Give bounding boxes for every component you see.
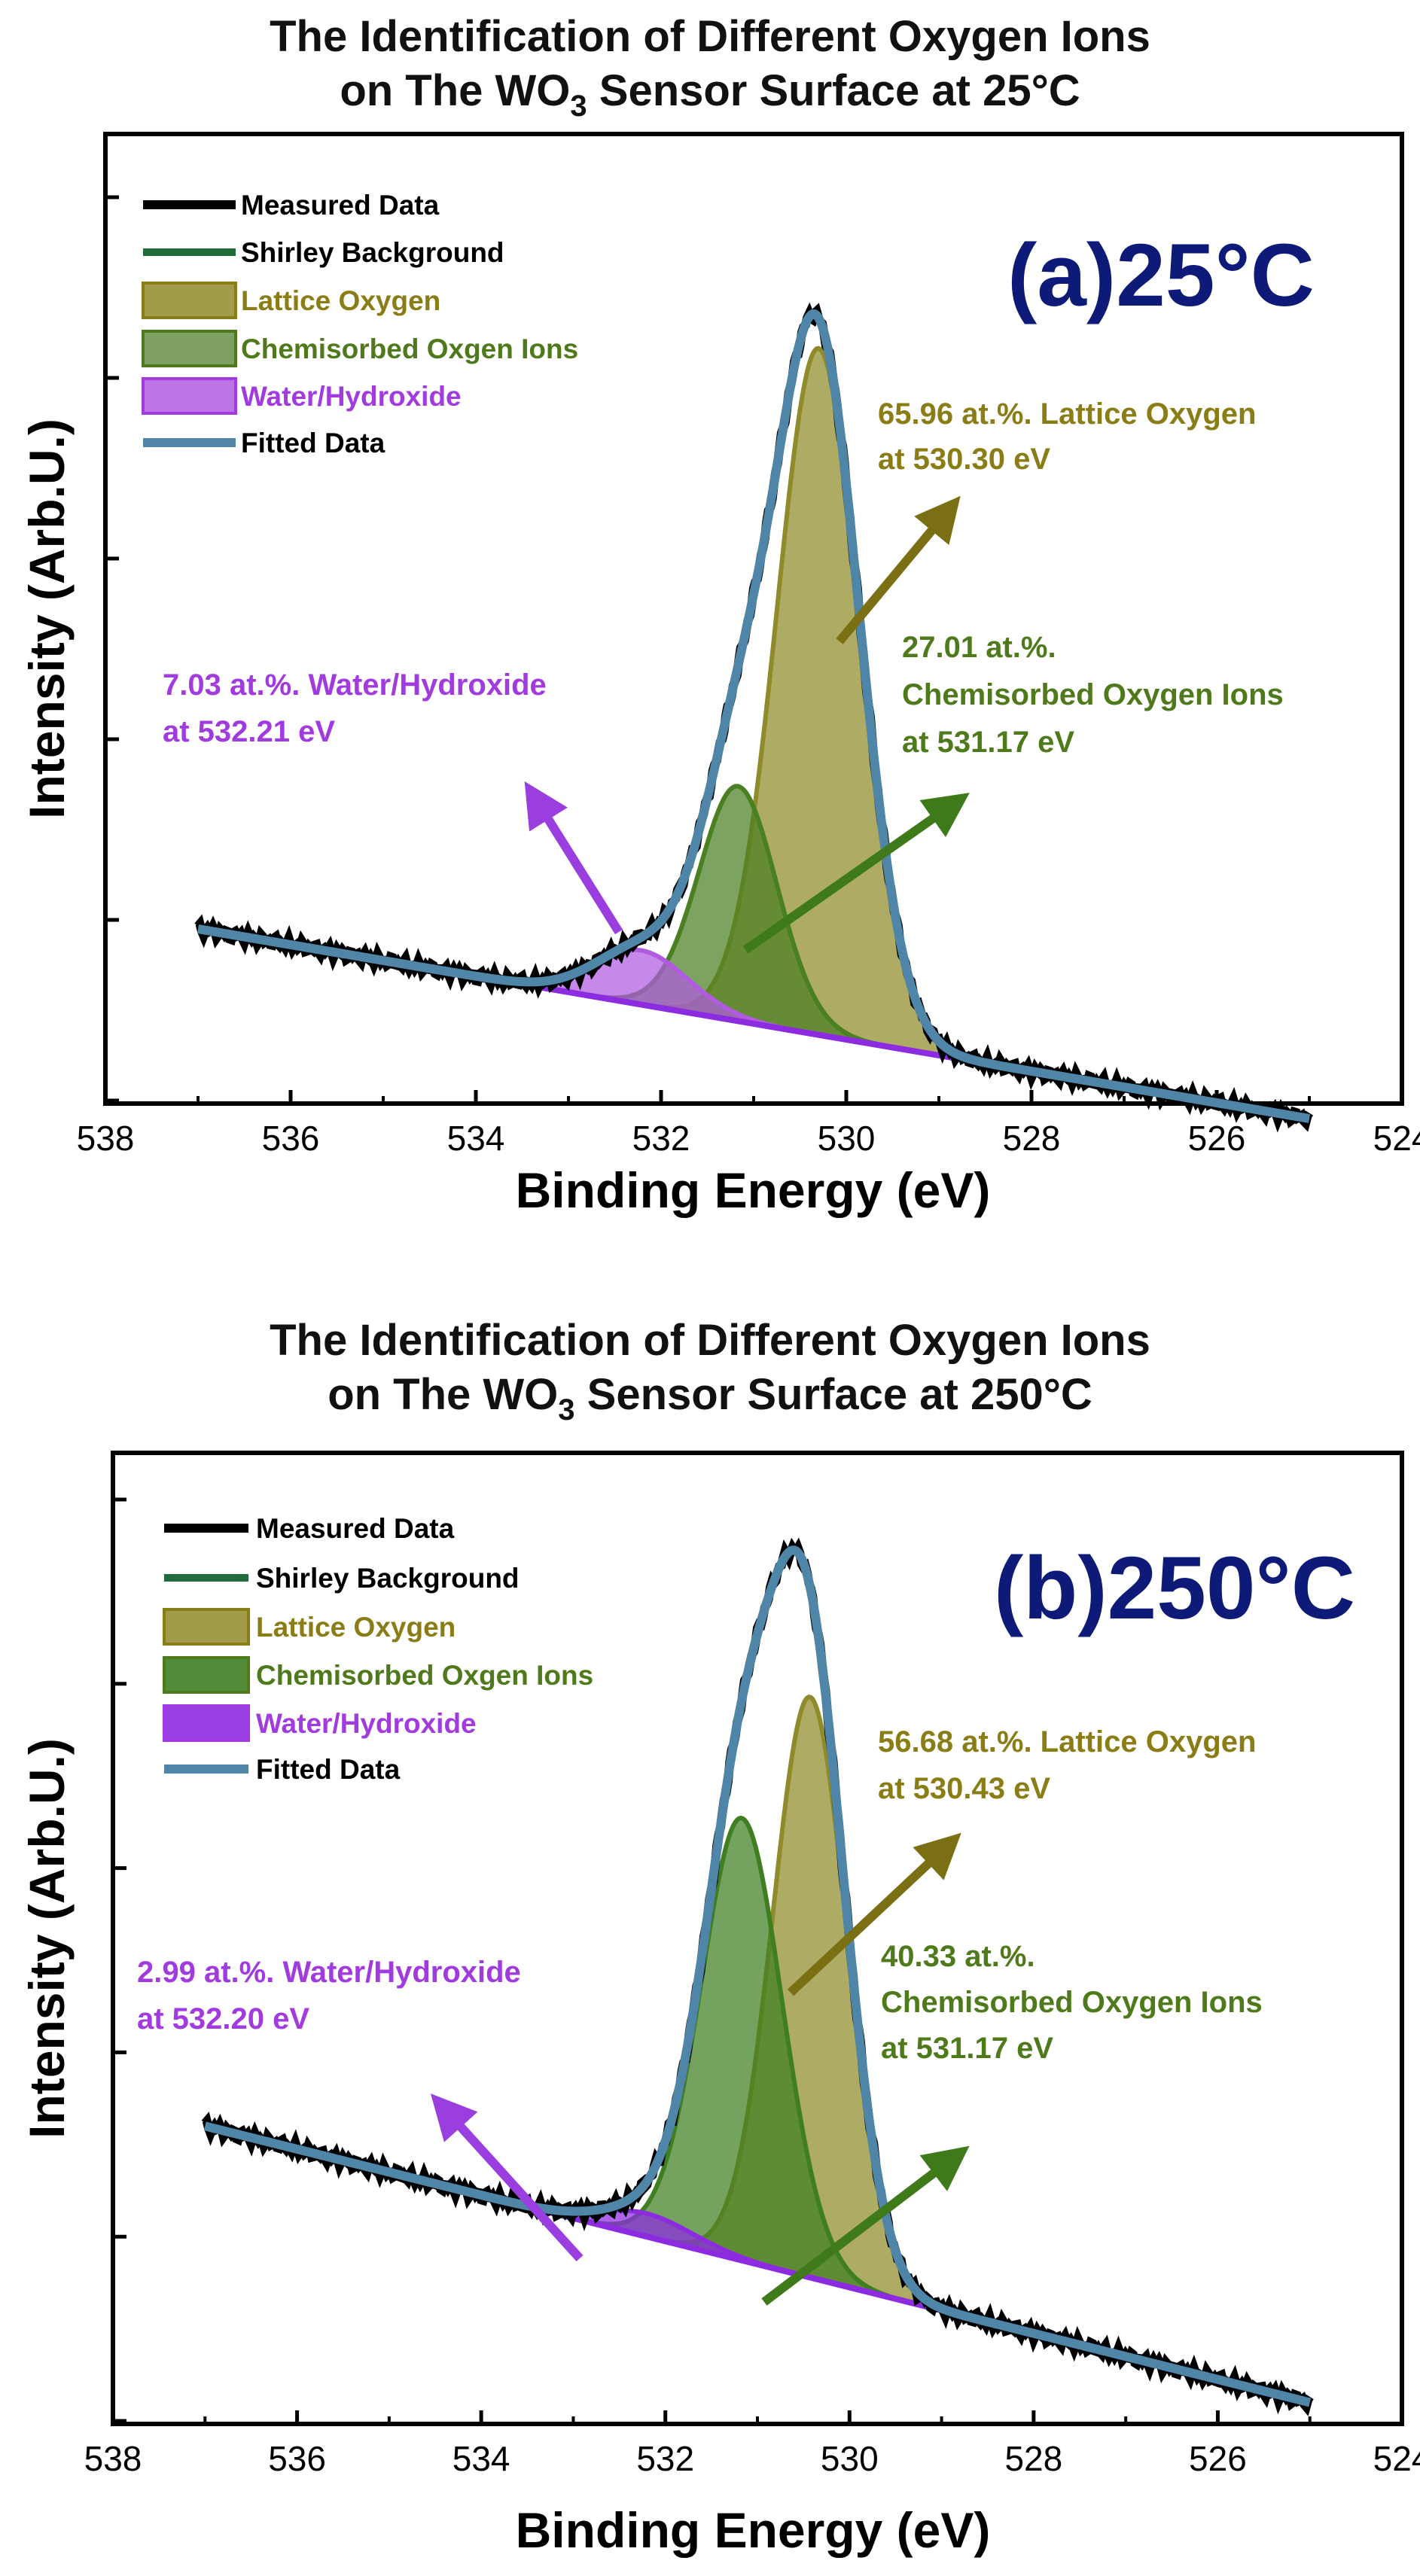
panel-a-title-line2: on The WO3 Sensor Surface at 25°C — [340, 66, 1080, 123]
panel-a-label: (a)25°C — [1007, 226, 1315, 325]
legend-b-chemisorbed-label: Chemisorbed Oxgen Ions — [256, 1660, 593, 1691]
x-tick-label: 530 — [818, 1119, 876, 1158]
panel-b-title-line2: on The WO3 Sensor Surface at 250°C — [328, 1370, 1092, 1427]
panel-b-annotations: 56.68 at.%. Lattice Oxygen at 530.43 eV … — [137, 1725, 1263, 2306]
x-tick-label: 536 — [268, 2439, 326, 2478]
x-tick-label: 538 — [77, 1119, 135, 1158]
panel-a-x-axis: 538 536 534 532 530 528 526 524 — [77, 1090, 1420, 1158]
legend-b-measured-label: Measured Data — [256, 1513, 455, 1544]
legend-a-measured-label: Measured Data — [241, 190, 440, 221]
panel-b-y-axis-title: Intensity (Arb.U.) — [19, 1738, 75, 2139]
annot-b-lattice-line1: 56.68 at.%. Lattice Oxygen — [878, 1725, 1256, 1758]
panel-a: The Identification of Different Oxygen I… — [19, 12, 1420, 1218]
panel-a-curves — [194, 302, 1314, 1133]
annot-b-chem-line3: at 531.17 eV — [881, 2032, 1053, 2065]
panel-b-curves — [201, 1537, 1314, 2416]
x-tick-label: 534 — [447, 1119, 505, 1158]
legend-a-water-label: Water/Hydroxide — [241, 381, 462, 412]
annot-a-water-line2: at 532.21 eV — [163, 715, 335, 748]
x-tick-label: 528 — [1004, 2439, 1062, 2478]
panel-b: The Identification of Different Oxygen I… — [19, 1316, 1420, 2558]
annot-b-chem-line2: Chemisorbed Oxygen Ions — [881, 1986, 1263, 2019]
panel-b-x-axis-title: Binding Energy (eV) — [516, 2502, 991, 2558]
legend-a-fitted-label: Fitted Data — [241, 428, 385, 458]
panel-a-title-line1: The Identification of Different Oxygen I… — [270, 12, 1150, 61]
annot-b-lattice-line2: at 530.43 eV — [878, 1772, 1050, 1805]
x-tick-label: 524 — [1373, 1119, 1420, 1158]
x-tick-label: 530 — [821, 2439, 879, 2478]
x-tick-label: 532 — [632, 1119, 690, 1158]
fitted-data-line — [203, 1545, 1312, 2407]
annot-b-chem-arrow — [761, 2145, 970, 2306]
annot-b-chem-line1: 40.33 at.%. — [881, 1940, 1035, 1973]
annot-b-water-line1: 2.99 at.%. Water/Hydroxide — [137, 1956, 521, 1989]
panel-a-y-axis-title: Intensity (Arb.U.) — [19, 419, 75, 819]
chemisorbed-oxygen-peak — [204, 1815, 1311, 2405]
x-tick-label: 538 — [84, 2439, 142, 2478]
x-tick-label: 532 — [636, 2439, 694, 2478]
legend-b-lattice-label: Lattice Oxygen — [256, 1612, 456, 1643]
legend-a-lattice-swatch — [142, 282, 237, 319]
x-tick-label: 524 — [1373, 2439, 1420, 2478]
panel-a-y-axis-ticks — [105, 195, 119, 1103]
fitted-data-line — [197, 309, 1310, 1123]
panel-b-legend: Measured Data Shirley Background Lattice… — [163, 1513, 593, 1785]
panel-b-x-axis: 538 536 534 532 530 528 526 524 — [84, 2410, 1420, 2478]
annot-a-chem-line1: 27.01 at.%. — [902, 631, 1056, 664]
annot-a-lattice-arrow — [836, 495, 961, 644]
legend-b-fitted-label: Fitted Data — [256, 1754, 401, 1785]
annot-a-chem-arrow — [742, 793, 970, 954]
legend-b-water-label: Water/Hydroxide — [256, 1708, 477, 1739]
panel-b-title-line1: The Identification of Different Oxygen I… — [270, 1316, 1150, 1365]
panel-a-legend: Measured Data Shirley Background Lattice… — [142, 190, 578, 458]
annot-b-water-line2: at 532.20 eV — [137, 2002, 309, 2036]
panel-a-annotations: 65.96 at.%. Lattice Oxygen at 530.30 eV … — [163, 397, 1284, 954]
x-tick-label: 526 — [1189, 2439, 1247, 2478]
x-tick-label: 526 — [1188, 1119, 1246, 1158]
annot-a-lattice-line2: at 530.30 eV — [878, 443, 1050, 476]
legend-b-lattice-swatch — [163, 1608, 250, 1646]
legend-b-chemisorbed-swatch — [163, 1656, 250, 1694]
panel-b-y-axis-ticks — [113, 1497, 126, 2423]
x-tick-label: 536 — [262, 1119, 320, 1158]
annot-a-water-arrow — [524, 781, 623, 935]
annot-a-lattice-line1: 65.96 at.%. Lattice Oxygen — [878, 397, 1256, 431]
annot-a-water-line1: 7.03 at.%. Water/Hydroxide — [163, 668, 547, 702]
legend-a-chemisorbed-label: Chemisorbed Oxgen Ions — [241, 333, 578, 364]
legend-b-water-swatch — [163, 1704, 250, 1742]
panel-a-x-axis-title: Binding Energy (eV) — [516, 1162, 991, 1218]
legend-a-water-swatch — [142, 377, 237, 415]
annot-a-chem-line3: at 531.17 eV — [902, 726, 1074, 759]
annot-b-lattice-arrow — [787, 1832, 961, 1996]
legend-a-lattice-label: Lattice Oxygen — [241, 285, 440, 316]
x-tick-label: 528 — [1003, 1119, 1061, 1158]
annot-a-chem-line2: Chemisorbed Oxygen Ions — [902, 678, 1284, 711]
legend-a-shirley-label: Shirley Background — [241, 237, 504, 268]
panel-b-label: (b)250°C — [994, 1539, 1355, 1638]
x-tick-label: 534 — [453, 2439, 510, 2478]
annot-b-water-arrow — [430, 2093, 584, 2262]
legend-a-chemisorbed-swatch — [142, 330, 237, 367]
legend-b-shirley-label: Shirley Background — [256, 1563, 520, 1594]
